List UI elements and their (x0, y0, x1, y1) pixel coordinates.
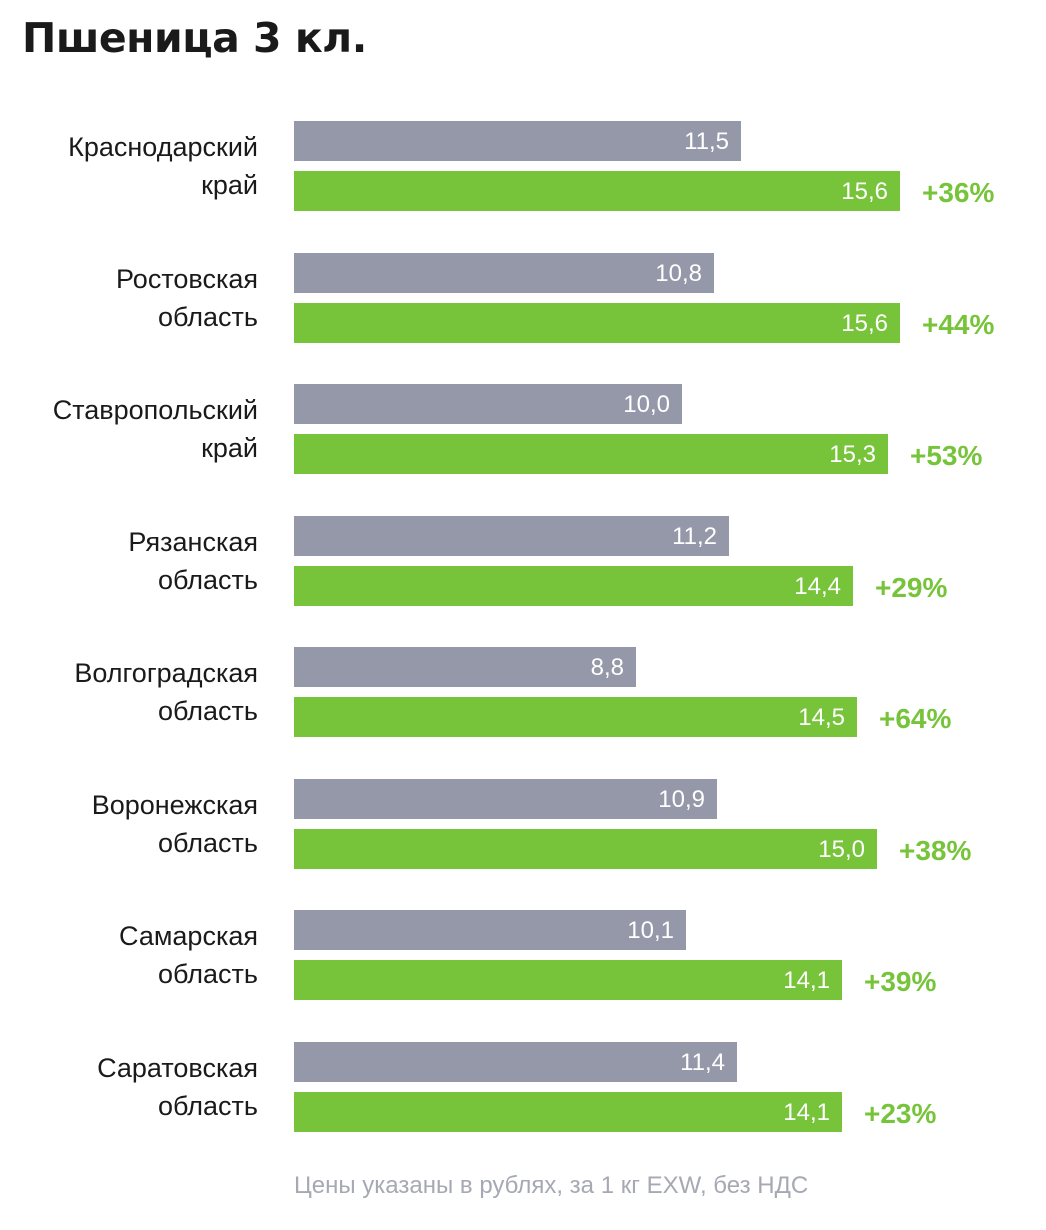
category-label: Воронежская область (0, 786, 258, 862)
category-label-line: область (158, 696, 258, 726)
category-label: Краснодарский край (0, 128, 258, 204)
category-label-line: Самарская (119, 921, 258, 951)
bar-value-label: 10,8 (655, 260, 702, 287)
change-percent-label: +44% (922, 309, 995, 340)
bar-value-label: 10,0 (623, 391, 670, 418)
bar-current: 15,0 (294, 829, 877, 869)
change-percent-label: +29% (875, 572, 948, 603)
bar-previous: 10,9 (294, 779, 717, 819)
change-percent-label: +23% (864, 1098, 937, 1129)
change-percent-label: +38% (899, 835, 972, 866)
bar-value-label: 15,6 (841, 178, 888, 205)
bar-current: 15,3 (294, 434, 888, 474)
category-label-line: Краснодарский (68, 132, 258, 162)
category-label: Ростовская область (0, 260, 258, 336)
bar-value-label: 15,6 (841, 310, 888, 337)
bar-previous: 11,4 (294, 1042, 737, 1082)
bar-previous: 10,0 (294, 384, 682, 424)
category-label-line: край (201, 170, 258, 200)
chart-title: Пшеница 3 кл. (22, 14, 367, 62)
bar-current: 14,1 (294, 960, 842, 1000)
bar-value-label: 14,1 (783, 967, 830, 994)
category-label-line: область (158, 302, 258, 332)
bar-value-label: 14,5 (798, 704, 845, 731)
change-percent-label: +36% (922, 177, 995, 208)
bar-value-label: 10,9 (658, 786, 705, 813)
change-percent-label: +64% (879, 703, 952, 734)
bar-current: 14,1 (294, 1092, 842, 1132)
category-label-line: Рязанская (128, 527, 258, 557)
bar-value-label: 11,2 (672, 523, 717, 550)
bar-current: 15,6 (294, 171, 900, 211)
bar-value-label: 11,5 (684, 128, 729, 155)
chart-footnote: Цены указаны в рублях, за 1 кг EXW, без … (294, 1172, 809, 1199)
bar-current: 14,4 (294, 566, 853, 606)
category-label-line: Саратовская (97, 1053, 258, 1083)
bar-value-label: 15,3 (829, 441, 876, 468)
category-label: Рязанская область (0, 523, 258, 599)
category-label-line: Ставропольский (52, 395, 258, 425)
bar-value-label: 8,8 (590, 654, 624, 681)
category-label: Самарская область (0, 917, 258, 993)
bar-previous: 11,5 (294, 121, 741, 161)
bar-previous: 11,2 (294, 516, 729, 556)
change-percent-label: +39% (864, 966, 937, 997)
category-label-line: область (158, 565, 258, 595)
bar-previous: 10,8 (294, 253, 714, 293)
bar-value-label: 14,4 (794, 573, 841, 600)
bar-value-label: 10,1 (627, 917, 674, 944)
category-label-line: область (158, 959, 258, 989)
bar-value-label: 14,1 (783, 1099, 830, 1126)
category-label-line: Воронежская (91, 790, 258, 820)
category-label-line: Волгоградская (74, 658, 258, 688)
category-label-line: Ростовская (115, 264, 258, 294)
category-label-line: область (158, 1091, 258, 1121)
bar-previous: 8,8 (294, 647, 636, 687)
category-label-line: край (201, 433, 258, 463)
bar-value-label: 15,0 (818, 836, 865, 863)
category-label-line: область (158, 828, 258, 858)
category-label: Ставропольский край (0, 391, 258, 467)
bar-value-label: 11,4 (680, 1049, 725, 1076)
category-label: Волгоградская область (0, 654, 258, 730)
bar-current: 15,6 (294, 303, 900, 343)
category-label: Саратовская область (0, 1049, 258, 1125)
bar-previous: 10,1 (294, 910, 686, 950)
change-percent-label: +53% (910, 440, 983, 471)
bar-current: 14,5 (294, 697, 857, 737)
